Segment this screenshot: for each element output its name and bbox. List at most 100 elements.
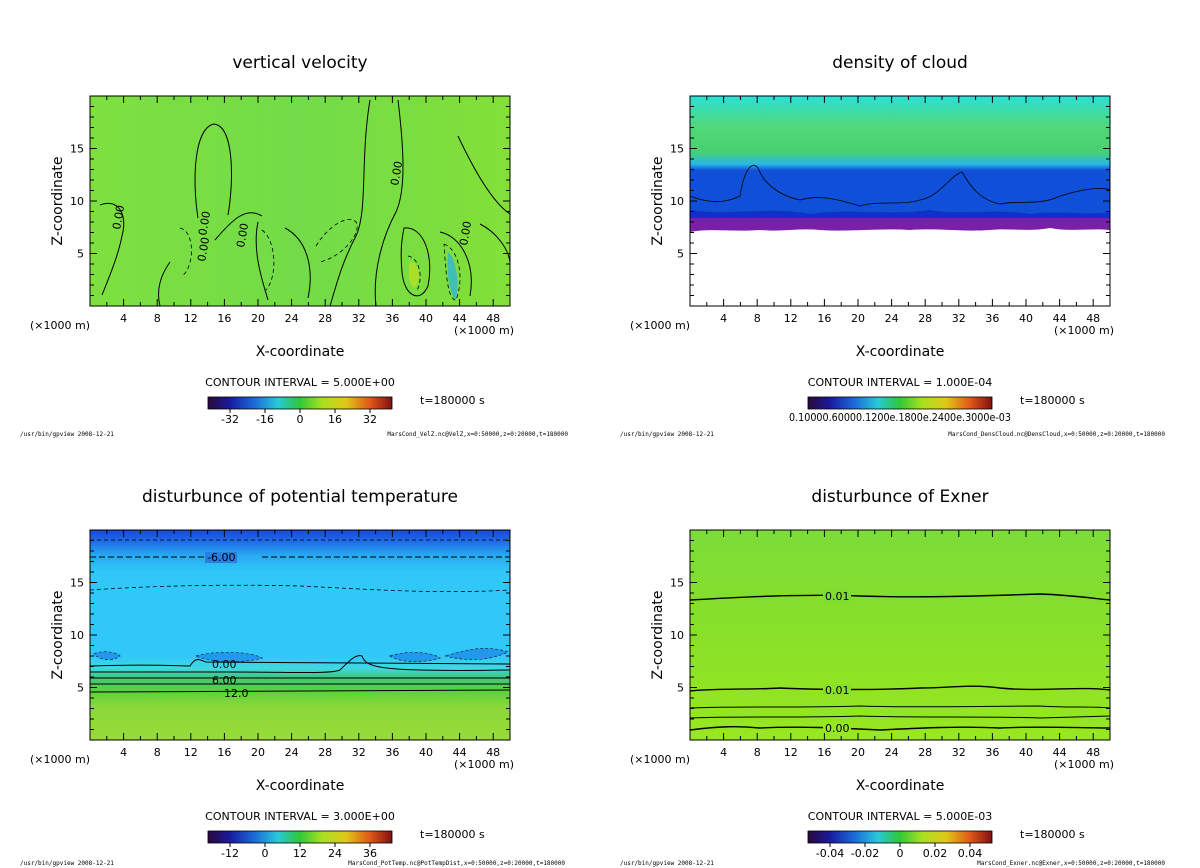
y-tick-label: 10	[70, 195, 84, 208]
time-label: t=180000 s	[1020, 394, 1085, 407]
time-label: t=180000 s	[1020, 828, 1085, 841]
contour-line	[90, 655, 511, 673]
x-axis-label: X-coordinate	[856, 344, 945, 360]
x-tick-label: 36	[985, 746, 999, 759]
colorbar	[807, 830, 993, 844]
contour-line	[689, 725, 1111, 731]
colorbar-ticks: -0.04 -0.02 0 0.02 0.04	[816, 843, 982, 860]
y-tick-label: 5	[77, 248, 84, 261]
contour-label: 0.00	[234, 222, 251, 248]
contour-interval: CONTOUR INTERVAL = 5.000E-03	[808, 810, 992, 823]
contour-label: 0.00	[457, 220, 474, 246]
contour-line	[194, 123, 232, 219]
time-label: t=180000 s	[420, 828, 485, 841]
contour-label: 0.01	[825, 684, 850, 697]
x-tick-label: 44	[1053, 312, 1067, 325]
x-unit-right: (×1000 m)	[454, 758, 514, 771]
x-tick-label: 28	[918, 312, 932, 325]
colorbar-tick-label: 36	[363, 847, 377, 860]
contour-label: 0.00	[212, 658, 237, 671]
x-tick-label: 36	[985, 312, 999, 325]
colorbar-tick-label: -0.02	[851, 847, 879, 860]
plot-background	[690, 530, 1110, 740]
downdraft-core	[447, 252, 458, 300]
chart-title: disturbunce of Exner	[811, 487, 988, 507]
x-unit-left: (×1000 m)	[30, 753, 90, 766]
colorbar-tick-label: -0.04	[816, 847, 844, 860]
contour-label: 0.00	[825, 722, 850, 735]
y-tick-label: 5	[677, 682, 684, 695]
panel-potential-temperature: disturbunce of potential temperature -6.…	[20, 487, 565, 867]
footer-right: MarsCond_VelZ.nc@VelZ,x=0:50000,z=0:2000…	[387, 431, 568, 438]
contour-line	[214, 212, 263, 241]
x-tick-label: 12	[184, 746, 198, 759]
time-label: t=180000 s	[420, 394, 485, 407]
contour-line	[99, 202, 125, 296]
contour-interval: CONTOUR INTERVAL = 3.000E+00	[205, 810, 395, 823]
footer-left: /usr/bin/gpview 2008-12-21	[20, 860, 114, 867]
x-tick-label: 4	[720, 746, 727, 759]
x-tick-label: 16	[217, 312, 231, 325]
chart-title: density of cloud	[832, 53, 968, 73]
contour-label: 0.00	[196, 210, 213, 236]
x-tick-label: 8	[154, 312, 161, 325]
footer-left: /usr/bin/gpview 2008-12-21	[620, 860, 714, 867]
contour-label: 12.0	[224, 687, 249, 700]
x-tick-label: 40	[1019, 746, 1033, 759]
y-tick-label: 10	[70, 629, 84, 642]
y-tick-label: 5	[677, 248, 684, 261]
x-tick-label: 16	[817, 312, 831, 325]
x-tick-label: 12	[784, 312, 798, 325]
contour-line	[443, 243, 461, 301]
x-tick-label: 32	[352, 746, 366, 759]
x-axis-label: X-coordinate	[856, 778, 945, 794]
y-axis-label: Z-coordinate	[650, 156, 666, 245]
contour-line	[689, 705, 1111, 709]
y-tick-label: 15	[70, 143, 84, 156]
x-tick-label: 12	[184, 312, 198, 325]
y-tick-label: 5	[77, 682, 84, 695]
contour-line	[179, 227, 192, 277]
contour-line	[689, 593, 1111, 601]
cloud-base-band	[690, 214, 1110, 232]
y-tick-label: 10	[670, 629, 684, 642]
panel-density-of-cloud: density of cloud 4 8 12 16 20 24 28 32 36 40 44 485…	[620, 53, 1165, 438]
plot-background	[90, 530, 510, 740]
contour-line	[89, 584, 511, 593]
contour-line	[315, 219, 358, 263]
y-axis-label: Z-coordinate	[50, 590, 66, 679]
x-tick-label: 8	[154, 746, 161, 759]
colorbar	[807, 396, 993, 410]
label-bg	[823, 684, 851, 695]
colorbar-tick-label: 24	[328, 847, 342, 860]
colorbar-ticks: -12 0 12 24 36	[221, 843, 377, 860]
x-tick-label: 24	[285, 746, 299, 759]
y-axis-label: Z-coordinate	[50, 156, 66, 245]
chart-title: vertical velocity	[232, 53, 367, 73]
x-tick-label: 32	[952, 746, 966, 759]
contour-label: 0.01	[825, 590, 850, 603]
y-tick-label: 10	[670, 195, 684, 208]
footer-right: MarsCond_DensCloud.nc@DensCloud,x=0:5000…	[948, 431, 1165, 438]
x-tick-label: 32	[952, 312, 966, 325]
x-tick-label: 32	[352, 312, 366, 325]
colorbar-tick-label: 0	[262, 847, 269, 860]
cold-pool	[94, 648, 508, 662]
x-tick-label: 24	[885, 312, 899, 325]
x-tick-label: 20	[851, 312, 865, 325]
footer-right: MarsCond_PotTemp.nc@PotTempDist,x=0:5000…	[348, 860, 565, 867]
y-tick-label: 15	[670, 577, 684, 590]
x-tick-label: 24	[885, 746, 899, 759]
contour-line	[374, 99, 404, 307]
cloud-field	[690, 96, 1110, 220]
contour-label: 0.00	[195, 236, 212, 262]
contour-line	[261, 229, 275, 291]
contour-line	[689, 685, 1111, 692]
colorbar-tick-label: 0	[297, 413, 304, 426]
contour-interval: CONTOUR INTERVAL = 1.000E-04	[808, 376, 992, 389]
contour-line	[407, 255, 421, 293]
x-tick-label: 48	[486, 312, 500, 325]
